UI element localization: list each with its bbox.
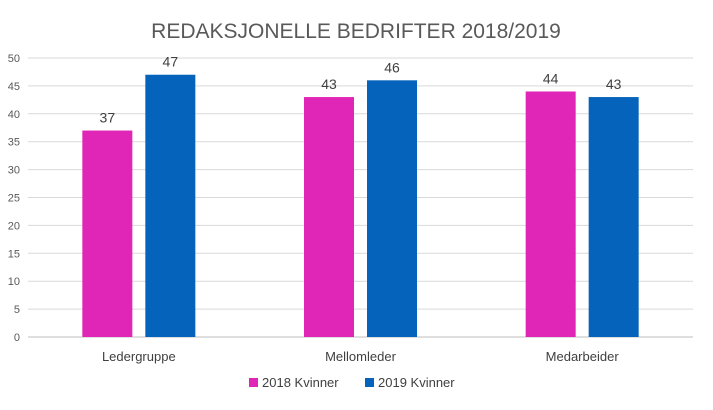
y-tick-label: 35 bbox=[8, 137, 20, 149]
data-label: 46 bbox=[384, 59, 400, 75]
bar-2019 bbox=[367, 80, 417, 337]
data-label: 43 bbox=[321, 76, 337, 92]
bar-2019 bbox=[145, 74, 196, 338]
category-label: Mellomleder bbox=[325, 349, 396, 364]
bar-2018 bbox=[82, 130, 133, 337]
category-label: Ledergruppe bbox=[102, 349, 176, 364]
bars bbox=[82, 74, 639, 338]
legend: 2018 Kvinner 2019 Kvinner bbox=[249, 375, 455, 390]
legend-swatch bbox=[249, 378, 258, 387]
y-tick-label: 25 bbox=[8, 193, 20, 205]
data-label: 37 bbox=[100, 110, 116, 126]
bar-2018 bbox=[525, 91, 576, 337]
data-label: 44 bbox=[543, 70, 559, 86]
y-tick-label: 50 bbox=[8, 53, 20, 65]
data-labels: 37 47 43 46 44 43 bbox=[100, 54, 622, 126]
bar-2019 bbox=[588, 97, 639, 337]
y-tick-label: 5 bbox=[14, 304, 20, 316]
y-tick-label: 30 bbox=[8, 165, 20, 177]
y-tick-label: 15 bbox=[8, 248, 20, 260]
y-tick-label: 45 bbox=[8, 81, 20, 93]
y-tick-label: 20 bbox=[8, 220, 20, 232]
category-label: Medarbeider bbox=[546, 349, 620, 364]
legend-label: 2019 Kvinner bbox=[378, 375, 455, 390]
y-tick-label: 0 bbox=[14, 332, 20, 344]
y-axis-ticks: 0 5 10 15 20 25 30 35 40 45 50 bbox=[8, 53, 20, 344]
legend-swatch bbox=[365, 378, 374, 387]
data-label: 43 bbox=[606, 76, 622, 92]
x-axis-categories: Ledergruppe Mellomleder Medarbeider bbox=[102, 349, 619, 364]
gridlines bbox=[28, 57, 693, 338]
y-tick-label: 10 bbox=[8, 276, 20, 288]
chart-title: REDAKSJONELLE BEDRIFTER 2018/2019 bbox=[151, 20, 561, 43]
legend-label: 2018 Kvinner bbox=[262, 375, 339, 390]
y-tick-label: 40 bbox=[8, 109, 20, 121]
bar-2018 bbox=[304, 97, 354, 337]
data-label: 47 bbox=[163, 54, 179, 70]
